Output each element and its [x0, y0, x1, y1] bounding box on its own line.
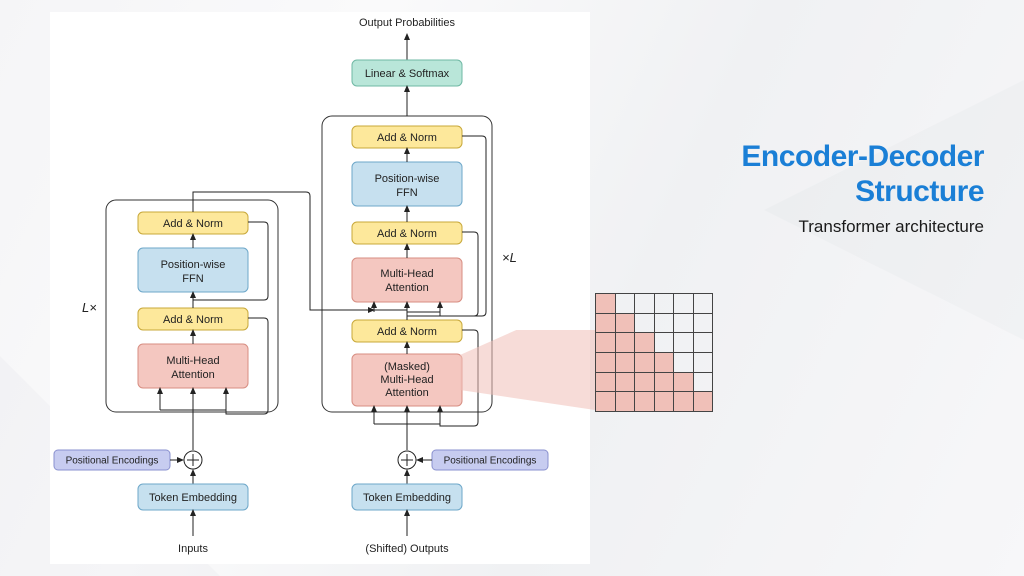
svg-text:Add & Norm: Add & Norm — [377, 326, 437, 338]
svg-text:Add & Norm: Add & Norm — [163, 218, 223, 230]
svg-text:Multi-Head: Multi-Head — [380, 268, 433, 280]
title-sub: Transformer architecture — [684, 217, 984, 237]
svg-text:FFN: FFN — [396, 187, 417, 199]
svg-text:Add & Norm: Add & Norm — [377, 132, 437, 144]
svg-text:FFN: FFN — [182, 273, 203, 285]
svg-text:Attention: Attention — [385, 282, 428, 294]
box-mha-cross — [352, 258, 462, 302]
svg-text:Attention: Attention — [385, 387, 428, 399]
title-block: Encoder-Decoder Structure Transformer ar… — [684, 140, 984, 237]
label-xL: ×L — [502, 250, 517, 265]
svg-text:Positional Encodings: Positional Encodings — [66, 456, 159, 467]
label-Lx: L× — [82, 300, 97, 315]
svg-text:Position-wise: Position-wise — [375, 173, 440, 185]
svg-text:Linear & Softmax: Linear & Softmax — [365, 68, 450, 80]
svg-text:(Masked): (Masked) — [384, 361, 430, 373]
svg-text:Token Embedding: Token Embedding — [363, 492, 451, 504]
title-main: Encoder-Decoder Structure — [684, 140, 984, 209]
svg-text:(Shifted) Outputs: (Shifted) Outputs — [365, 543, 449, 555]
label-output-prob: Output Probabilities — [359, 17, 455, 29]
transformer-diagram: Output Probabilities Linear & Softmax Ad… — [50, 12, 590, 564]
svg-text:Position-wise: Position-wise — [161, 259, 226, 271]
svg-text:Multi-Head: Multi-Head — [166, 355, 219, 367]
svg-text:Add & Norm: Add & Norm — [163, 314, 223, 326]
svg-text:Positional Encodings: Positional Encodings — [444, 456, 537, 467]
svg-text:Add & Norm: Add & Norm — [377, 228, 437, 240]
mask-matrix — [595, 293, 713, 411]
svg-text:Inputs: Inputs — [178, 543, 208, 555]
svg-text:Token Embedding: Token Embedding — [149, 492, 237, 504]
svg-text:Attention: Attention — [171, 369, 214, 381]
svg-text:Multi-Head: Multi-Head — [380, 374, 433, 386]
